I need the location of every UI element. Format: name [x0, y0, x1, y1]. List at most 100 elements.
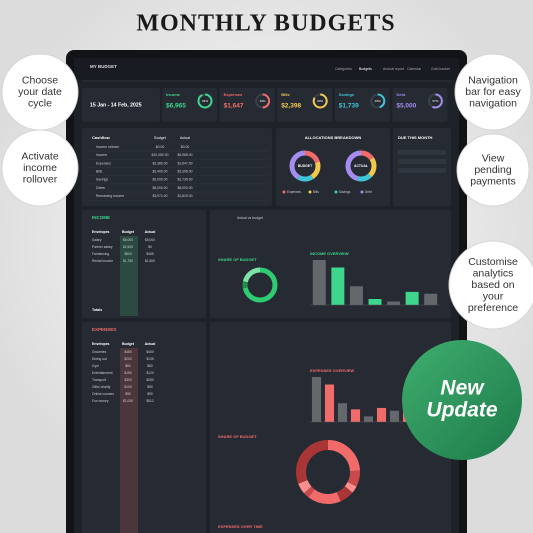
title: MONTHLY BUDGETS	[136, 11, 395, 37]
label: DUE THIS MONTH	[398, 135, 433, 140]
update-badge	[402, 340, 522, 460]
label: cycle	[28, 97, 52, 109]
callout-bubble	[456, 133, 530, 207]
label: $2,398	[281, 103, 301, 110]
label: $120	[146, 371, 154, 375]
label: Choose	[22, 74, 58, 86]
label: $1,739	[339, 103, 359, 110]
label: $2,500	[123, 245, 133, 249]
label: Budget	[154, 136, 165, 140]
ring	[370, 93, 386, 109]
label: $480	[124, 350, 132, 354]
label: Savings	[339, 190, 351, 194]
label: Income rollover	[96, 145, 120, 149]
donut-segment	[242, 267, 278, 303]
label: Expenses	[96, 161, 111, 165]
label: $280	[146, 378, 154, 382]
bar	[324, 384, 335, 422]
label: ACTUAL	[354, 164, 368, 168]
panel	[219, 88, 275, 122]
label: $2,380.00	[152, 161, 167, 165]
panel	[210, 210, 451, 318]
label: rollover	[23, 173, 58, 185]
label: $3,971.00	[152, 194, 167, 198]
donut-segment	[345, 150, 377, 182]
label: 49%	[260, 99, 266, 103]
legend-dot	[334, 190, 338, 194]
label: Annual report	[383, 67, 404, 71]
label: Income	[166, 92, 181, 97]
label: $5,000.00	[152, 186, 167, 190]
label: Bills	[313, 190, 319, 194]
label: $90	[147, 392, 153, 396]
ring	[312, 93, 328, 109]
label: 83%	[317, 99, 323, 103]
label: $1,000	[123, 399, 133, 403]
label: Calendar	[407, 67, 422, 71]
donut-segment	[242, 267, 278, 303]
callout-bubble	[454, 53, 532, 131]
label: bar for easy	[465, 86, 521, 98]
due-row	[398, 150, 446, 155]
label: $150	[124, 371, 132, 375]
panel	[392, 88, 448, 122]
label: Remaining income	[96, 194, 124, 198]
label: Rental income	[92, 259, 113, 263]
label: $465	[146, 252, 154, 256]
label: $60	[147, 364, 153, 368]
panel	[393, 128, 451, 206]
label: Cashflow	[92, 135, 111, 140]
label: $2,398.00	[177, 169, 192, 173]
panel	[82, 322, 206, 533]
label: navigation	[469, 97, 517, 109]
callout-bubble	[1, 129, 79, 207]
label: Actual	[145, 342, 156, 346]
label: EXPENSES OVERVIEW	[310, 368, 354, 373]
label: $10,050.00	[152, 153, 169, 157]
bar	[368, 299, 382, 305]
label: $0.00	[156, 145, 165, 149]
label: Groceries	[92, 350, 107, 354]
label: $6,965.00	[177, 153, 192, 157]
bar	[376, 407, 387, 422]
label: Gifts/ charity	[92, 385, 111, 389]
label: Actual	[180, 136, 190, 140]
label: Expenses	[224, 92, 243, 97]
label: $50	[147, 385, 153, 389]
label: $512	[146, 399, 154, 403]
label: $1,750	[123, 259, 133, 263]
bar	[312, 260, 326, 305]
label: Actual	[145, 230, 156, 234]
label: Salary	[92, 238, 102, 242]
donut-segment	[296, 440, 360, 504]
legend-dot	[308, 190, 312, 194]
panel	[334, 88, 390, 122]
label: $90	[125, 392, 131, 396]
column-highlight	[120, 348, 138, 533]
label: $6,965	[166, 103, 186, 110]
label: analytics	[473, 267, 514, 279]
label: Budget	[122, 342, 135, 346]
label: Activate	[21, 150, 59, 162]
ring	[197, 93, 213, 109]
label: INCOME	[92, 215, 110, 220]
donut-segment	[289, 150, 321, 182]
label: payments	[470, 175, 516, 187]
bar	[350, 409, 361, 422]
label: based on	[471, 279, 514, 291]
label: Envelopes	[92, 342, 110, 346]
label: EXPENSES	[92, 327, 116, 332]
label: $5,000.00	[177, 186, 192, 190]
label: Customise	[468, 256, 518, 268]
label: SHARE OF BUDGET	[218, 257, 257, 262]
label: $0	[148, 245, 152, 249]
donut-segment	[345, 150, 377, 182]
label: $6,000	[123, 238, 133, 242]
panel	[82, 128, 272, 206]
callout-bubble	[448, 240, 533, 330]
panel	[162, 88, 217, 122]
label: preference	[468, 302, 518, 314]
label: Update	[426, 399, 497, 422]
panel	[210, 322, 451, 533]
label: Gold tracker	[431, 67, 451, 71]
